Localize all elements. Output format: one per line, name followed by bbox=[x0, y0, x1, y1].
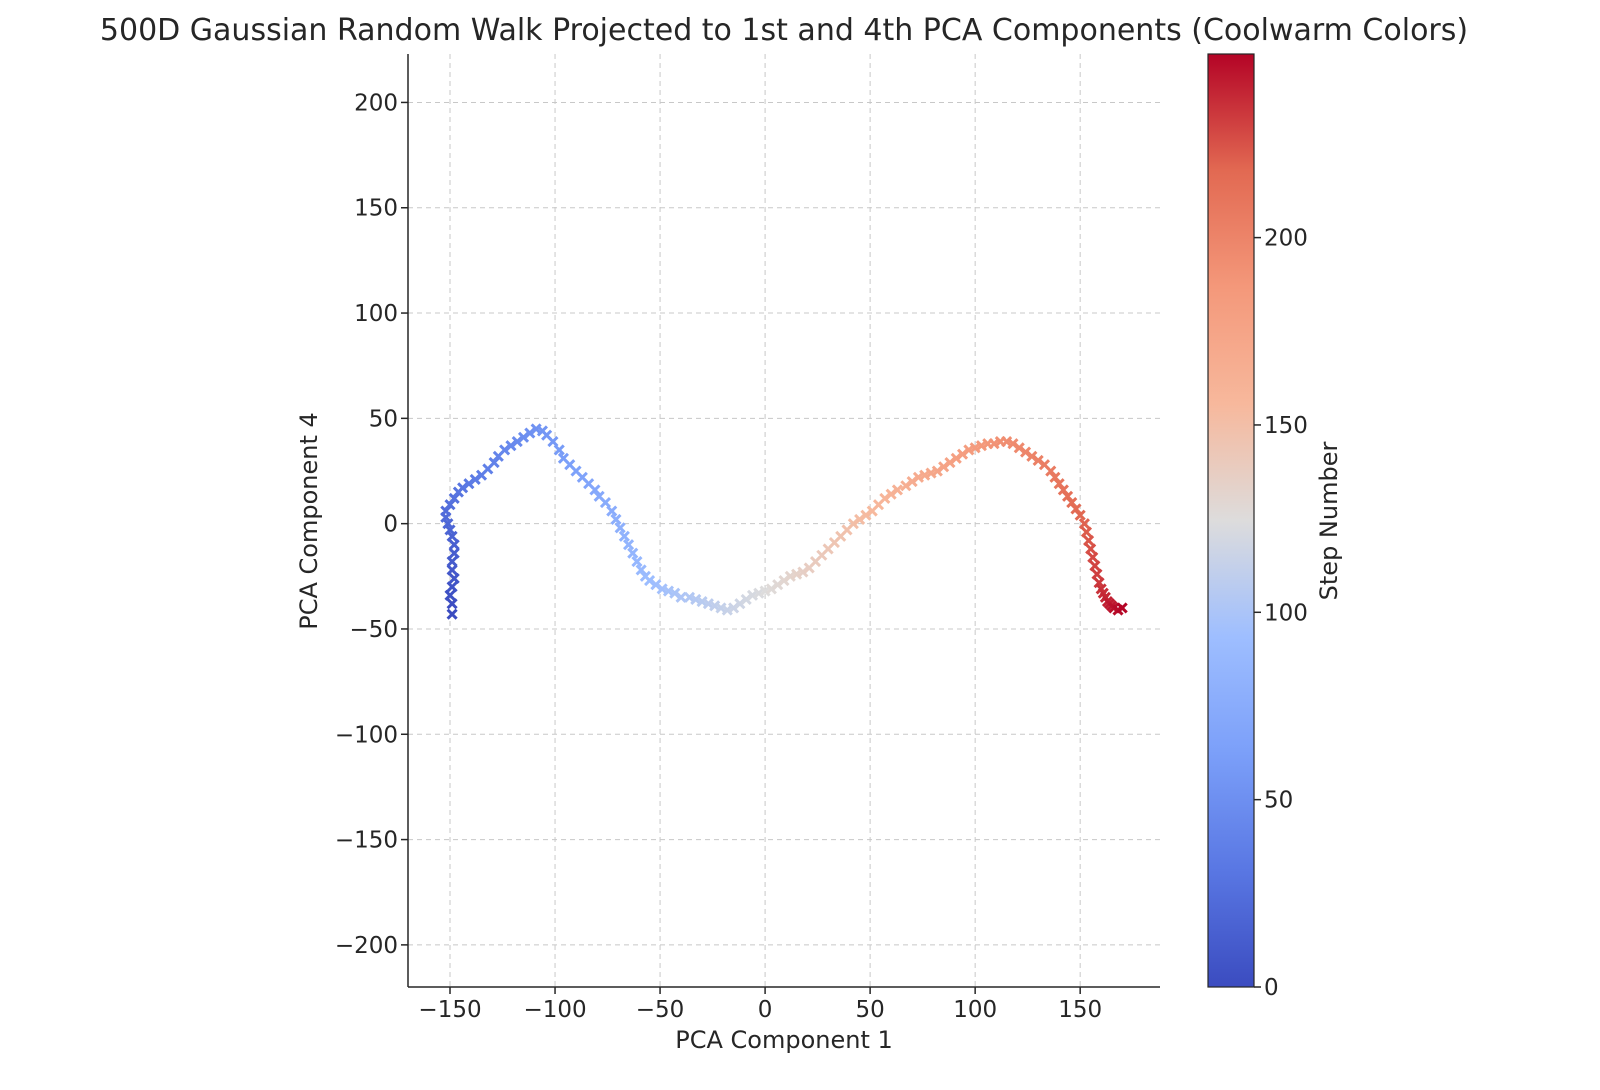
y-tick-label: 200 bbox=[354, 90, 398, 116]
data-point bbox=[614, 522, 626, 534]
data-point bbox=[1091, 568, 1103, 580]
data-point bbox=[599, 497, 612, 509]
data-point bbox=[675, 591, 687, 603]
data-point bbox=[1078, 518, 1090, 530]
data-point bbox=[627, 547, 639, 559]
data-point bbox=[891, 484, 903, 496]
data-point bbox=[446, 556, 458, 568]
colorbar-ticks: 0 50 100 150 200 bbox=[1254, 226, 1308, 1001]
y-axis-label: PCA Component 4 bbox=[295, 412, 323, 630]
data-points bbox=[440, 423, 1128, 620]
data-point bbox=[547, 435, 559, 448]
colorbar-tick-label: 150 bbox=[1264, 413, 1308, 439]
y-tick-label: 100 bbox=[354, 301, 398, 327]
data-point bbox=[1087, 551, 1099, 563]
data-point bbox=[610, 513, 622, 526]
colorbar-tick-label: 50 bbox=[1264, 788, 1293, 814]
data-point bbox=[618, 530, 630, 542]
data-point bbox=[606, 505, 618, 517]
x-ticks: −150 −100 −50 0 50 100 150 bbox=[418, 987, 1102, 1023]
x-tick-label: −150 bbox=[418, 997, 481, 1023]
x-axis-label: PCA Component 1 bbox=[675, 1026, 893, 1054]
colorbar-label: Step Number bbox=[1315, 442, 1343, 601]
data-point bbox=[444, 589, 456, 601]
x-tick-label: 100 bbox=[953, 997, 997, 1023]
data-point bbox=[448, 547, 460, 559]
data-point bbox=[1089, 560, 1101, 572]
data-point bbox=[446, 581, 458, 593]
y-ticks: −200 −150 −100 −50 0 50 100 150 200 bbox=[335, 90, 408, 959]
colorbar-tick-label: 100 bbox=[1264, 600, 1308, 626]
y-tick-label: −200 bbox=[335, 933, 398, 959]
chart-title: 500D Gaussian Random Walk Projected to 1… bbox=[100, 13, 1468, 48]
data-point bbox=[1083, 534, 1095, 547]
gridlines bbox=[408, 54, 1160, 987]
y-tick-label: 150 bbox=[354, 196, 398, 222]
y-tick-label: −50 bbox=[349, 617, 398, 643]
colorbar bbox=[1207, 53, 1255, 988]
data-point bbox=[446, 608, 458, 620]
data-point bbox=[448, 539, 460, 551]
data-point bbox=[1062, 490, 1074, 502]
data-point bbox=[1116, 602, 1128, 614]
data-point bbox=[448, 572, 460, 584]
colorbar-tick-label: 200 bbox=[1264, 226, 1308, 252]
data-point bbox=[446, 564, 458, 576]
x-tick-label: −50 bbox=[636, 997, 685, 1023]
y-tick-label: 50 bbox=[369, 406, 398, 432]
x-tick-label: 0 bbox=[758, 997, 773, 1023]
x-tick-label: 150 bbox=[1058, 997, 1102, 1023]
y-tick-label: 0 bbox=[383, 512, 398, 538]
x-tick-label: 50 bbox=[855, 997, 884, 1023]
data-point bbox=[1080, 526, 1093, 538]
y-tick-label: −150 bbox=[335, 828, 398, 854]
data-point bbox=[631, 556, 643, 568]
data-point bbox=[446, 598, 458, 610]
x-tick-label: −100 bbox=[523, 997, 586, 1023]
data-point bbox=[553, 444, 565, 456]
data-point bbox=[1085, 543, 1097, 555]
y-tick-label: −100 bbox=[335, 722, 398, 748]
colorbar-tick-label: 0 bbox=[1264, 975, 1279, 1001]
data-point bbox=[1074, 509, 1086, 521]
data-point bbox=[622, 539, 635, 551]
